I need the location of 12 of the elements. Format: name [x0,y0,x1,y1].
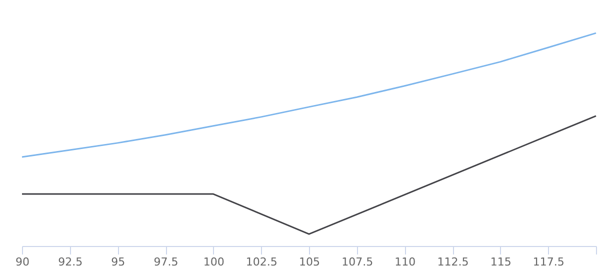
x-tick-label: 97.5 [154,256,178,268]
x-tick-label: 100 [203,256,224,268]
x-tick-label: 92.5 [58,256,83,268]
x-tick-label: 102.5 [246,256,278,268]
x-tick-label: 115 [490,256,512,268]
x-tick-label: 90 [16,256,30,268]
x-tick-label: 95 [111,256,126,268]
x-tick-label: 107.5 [342,256,374,268]
x-tick-label: 110 [394,256,416,268]
x-tick-label: 105 [299,256,320,268]
x-tick-label: 112.5 [437,256,469,268]
x-tick-label: 117.5 [532,256,564,268]
